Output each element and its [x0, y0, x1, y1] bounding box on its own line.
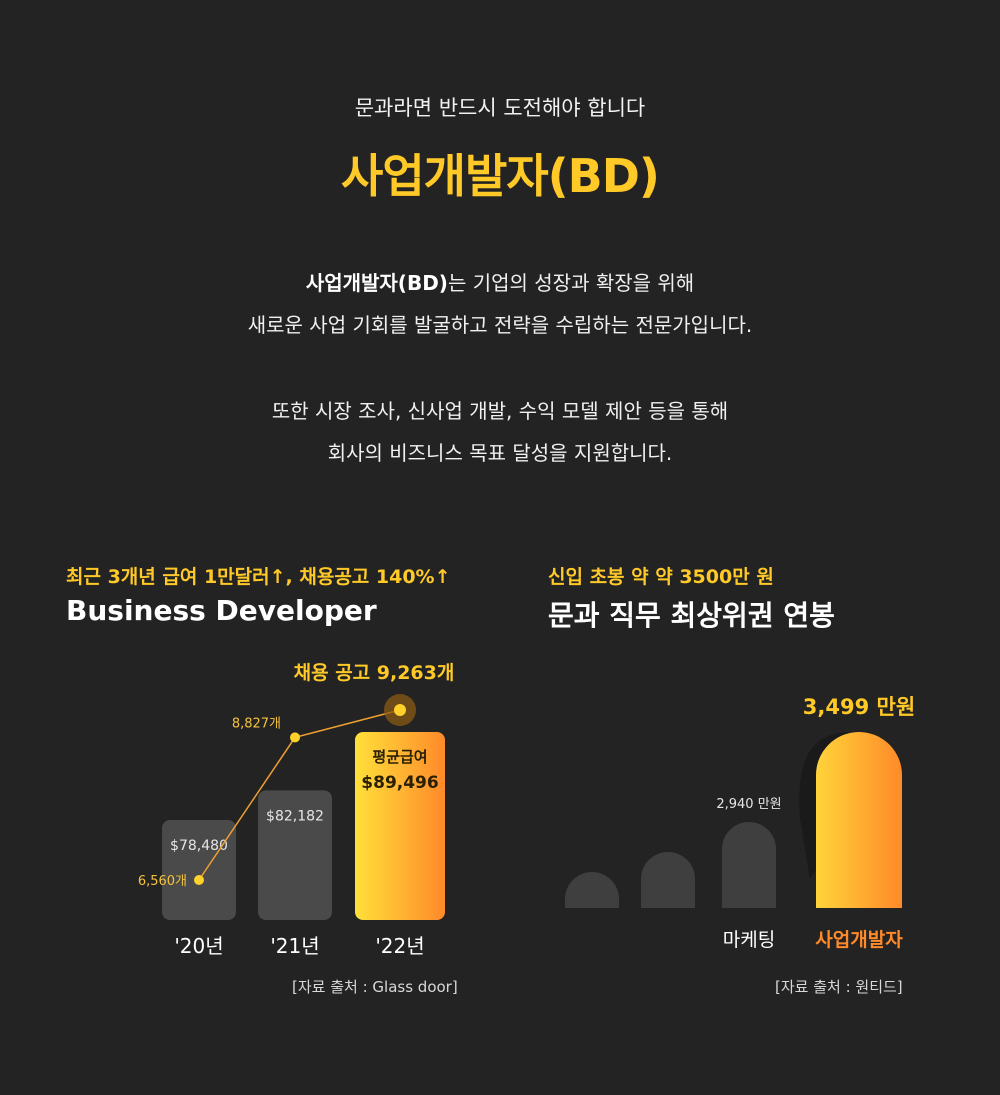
left-source-note: [자료 출처 : Glass door]: [292, 978, 458, 996]
salary-postings-chart: $78,480 '20년 $82,182 '21년 평균급여 $89,496 '22년 6,5…: [138, 662, 455, 958]
salary-bar-label-1: $78,480: [170, 838, 228, 854]
salary-arch-2: [641, 852, 695, 908]
postings-label-3: 채용 공고 9,263개: [294, 662, 455, 684]
postings-label-2: 8,827개: [232, 716, 281, 731]
salary-bar-2: [258, 790, 332, 920]
salary-arch-4: [816, 732, 902, 908]
left-section-title: Business Developer: [66, 594, 377, 627]
intro-paragraph-2: 또한 시장 조사, 신사업 개발, 수익 모델 제안 등을 통해 회사의 비즈니…: [0, 390, 1000, 474]
postings-point-3: [394, 704, 406, 716]
salary-arch-value-4: 3,499 만원: [803, 695, 915, 719]
page-title: 사업개발자(BD): [341, 149, 660, 203]
intro-highlight: 사업개발자(BD): [305, 271, 448, 295]
postings-point-2: [290, 732, 300, 743]
postings-label-1: 6,560개: [138, 874, 187, 889]
page-eyebrow: 문과라면 반드시 도전해야 합니다: [354, 96, 646, 120]
x-tick-label-3: '22년: [375, 934, 424, 958]
right-section-tag: 신입 초봉 약 약 3500만 원: [548, 566, 774, 588]
salary-arch-category-4: 사업개발자: [815, 929, 903, 951]
salary-arch-value-3: 2,940 만원: [716, 797, 781, 812]
x-tick-label-1: '20년: [174, 934, 223, 958]
salary-arch-1: [565, 872, 619, 908]
intro-line-1-rest: 는 기업의 성장과 확장을 위해: [447, 271, 695, 295]
salary-bar-3: [355, 732, 445, 920]
x-tick-label-2: '21년: [270, 934, 319, 958]
salary-arch-category-3: 마케팅: [723, 929, 775, 951]
right-source-note: [자료 출처 : 원티드]: [775, 978, 903, 996]
left-section-tag: 최근 3개년 급여 1만달러↑, 채용공고 140%↑: [66, 566, 451, 588]
intro-line-3: 또한 시장 조사, 신사업 개발, 수익 모델 제안 등을 통해: [271, 399, 729, 423]
salary-bar-1: [162, 820, 236, 920]
salary-bar-label-3: $89,496: [361, 773, 438, 793]
right-section-title: 문과 직무 최상위권 연봉: [548, 599, 835, 632]
salary-bar-label-2: $82,182: [266, 808, 324, 824]
intro-line-4: 회사의 비즈니스 목표 달성을 지원합니다.: [327, 441, 673, 465]
intro-paragraph-1: 사업개발자(BD)는 기업의 성장과 확장을 위해 새로운 사업 기회를 발굴하…: [0, 262, 1000, 346]
intro-line-2: 새로운 사업 기회를 발굴하고 전략을 수립하는 전문가입니다.: [247, 313, 753, 337]
intro-line-1: 사업개발자(BD)는 기업의 성장과 확장을 위해: [0, 262, 1000, 304]
salary-bar-caption: 평균급여: [372, 748, 427, 766]
postings-point-1: [194, 875, 204, 885]
salary-arch-3: [722, 822, 776, 908]
